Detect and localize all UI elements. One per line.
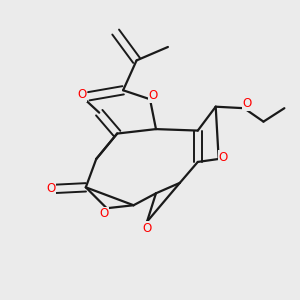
Text: O: O bbox=[242, 97, 252, 110]
Text: O: O bbox=[148, 89, 158, 102]
Text: O: O bbox=[78, 88, 87, 101]
Text: O: O bbox=[142, 222, 152, 235]
Text: O: O bbox=[99, 207, 108, 220]
Text: O: O bbox=[46, 182, 55, 195]
Text: O: O bbox=[218, 151, 228, 164]
